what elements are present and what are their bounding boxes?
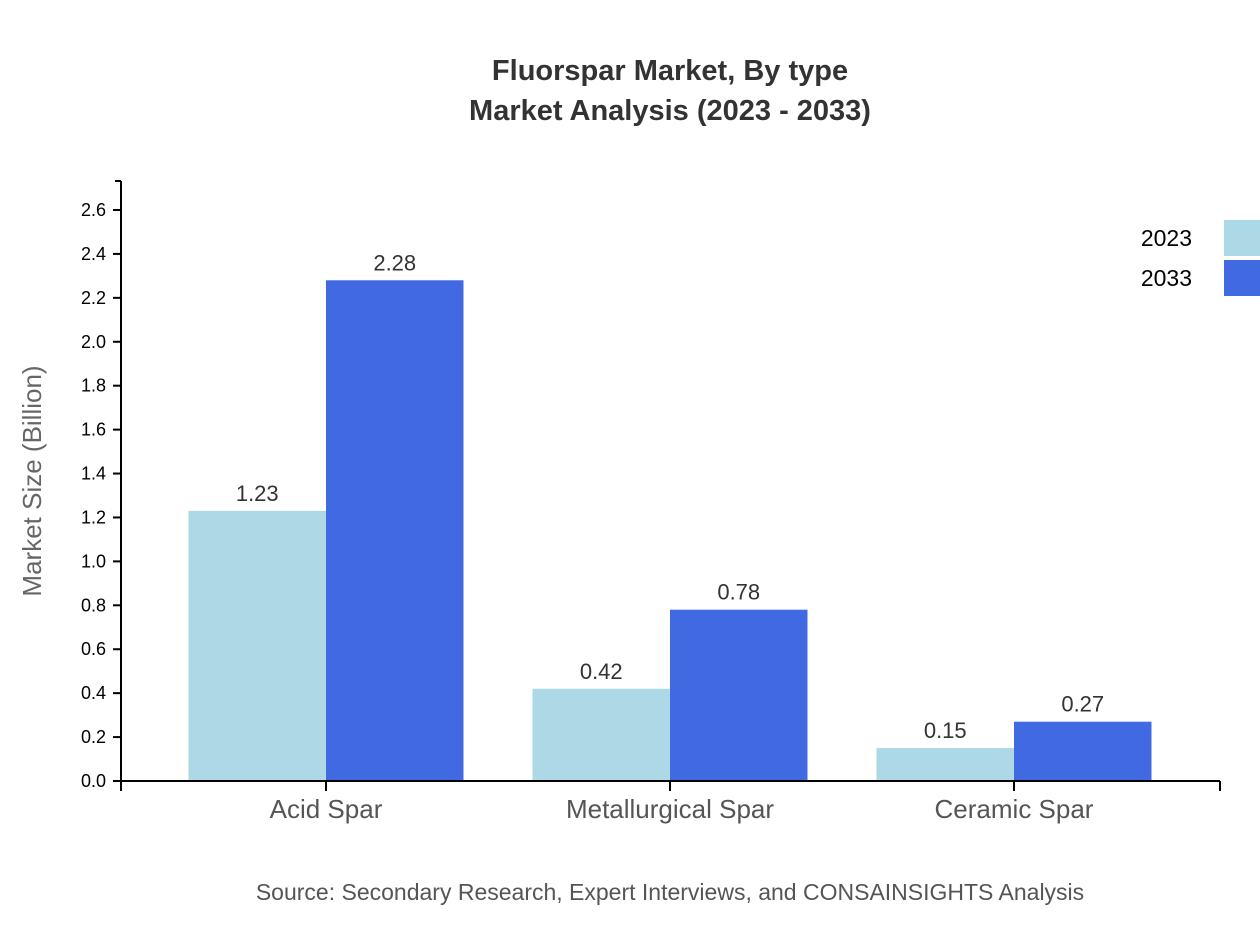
y-tick-label: 1.0	[81, 551, 106, 571]
bar-2023	[876, 748, 1014, 781]
bar-2033	[670, 609, 808, 781]
bar-value-label: 2.28	[373, 250, 416, 275]
y-tick-label: 1.8	[81, 376, 106, 396]
y-tick-label: 1.2	[81, 507, 106, 527]
bar-2033	[326, 280, 464, 781]
y-tick-label: 1.4	[81, 464, 106, 484]
chart-subtitle: Market Analysis (2023 - 2033)	[469, 95, 871, 127]
bar-2033	[1014, 721, 1152, 781]
legend-swatch-2033	[1224, 260, 1260, 296]
legend-label: 2023	[1141, 225, 1192, 251]
bar-value-label: 0.42	[580, 659, 623, 684]
bars-group: 1.23 2.28 0.42 0.78 0.15 0.27	[188, 250, 1152, 781]
bar-value-label: 1.23	[236, 481, 279, 506]
bar-2023	[188, 510, 326, 781]
bar-value-label: 0.27	[1061, 692, 1104, 717]
bar-value-label: 0.78	[717, 580, 760, 605]
legend-swatch-2023	[1224, 220, 1260, 256]
y-tick-label: 1.6	[81, 420, 106, 440]
bar-2023	[532, 688, 670, 781]
y-tick-label: 0.2	[81, 727, 106, 747]
y-tick-label: 0.4	[81, 683, 106, 703]
y-tick-label: 0.0	[81, 771, 106, 791]
y-axis: 0.0 0.2 0.4 0.6 0.8 1.0 1.2 1.4 1.6 1.8 2.0 2.2 2.4 2…	[81, 180, 122, 791]
y-tick-label: 2.0	[81, 332, 106, 352]
x-tick-label: Metallurgical Spar	[566, 794, 774, 824]
x-axis: Acid Spar Metallurgical Spar Ceramic Spar	[120, 780, 1221, 824]
chart-title: Fluorspar Market, By type	[492, 55, 848, 87]
bar-value-label: 0.15	[924, 718, 967, 743]
y-tick-label: 2.4	[81, 244, 106, 264]
legend-label: 2033	[1141, 265, 1192, 291]
y-tick-label: 2.6	[81, 200, 106, 220]
legend: 2023 2033	[1141, 220, 1260, 296]
x-tick-label: Ceramic Spar	[935, 794, 1094, 824]
y-tick-label: 2.2	[81, 288, 106, 308]
source-note: Source: Secondary Research, Expert Inter…	[256, 879, 1084, 905]
y-axis-label: Market Size (Billion)	[17, 365, 47, 596]
y-tick-label: 0.8	[81, 595, 106, 615]
x-tick-label: Acid Spar	[270, 794, 383, 824]
y-tick-label: 0.6	[81, 639, 106, 659]
